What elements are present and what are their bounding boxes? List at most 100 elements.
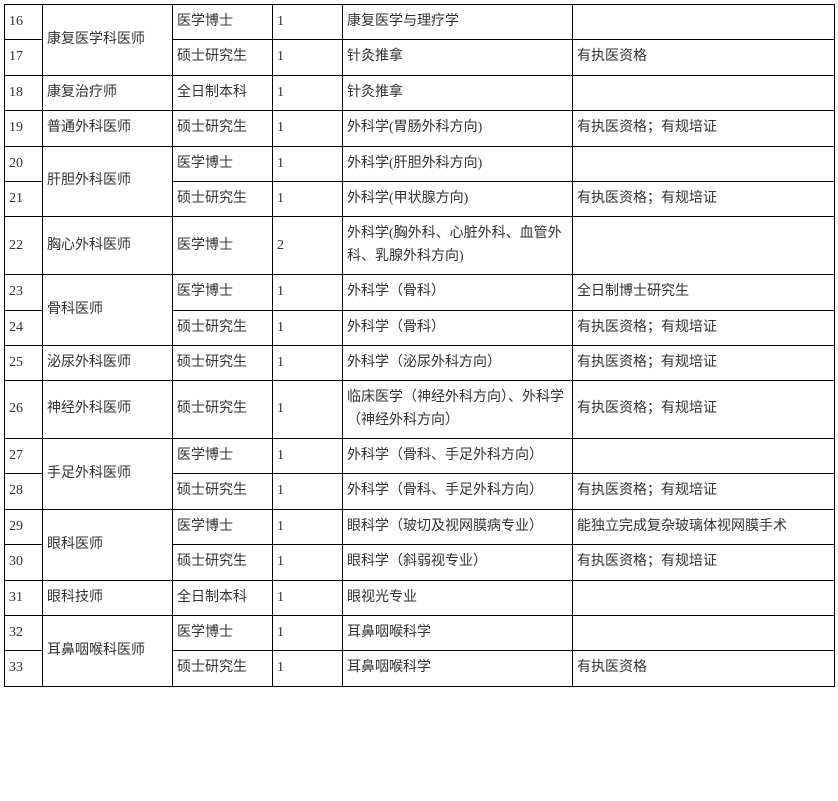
position-cell: 耳鼻咽喉科医师 xyxy=(43,616,173,687)
row-index: 18 xyxy=(5,75,43,110)
table-row: 19普通外科医师硕士研究生1外科学(胃肠外科方向)有执医资格；有规培证 xyxy=(5,111,835,146)
requirement-cell: 有执医资格；有规培证 xyxy=(573,474,835,509)
count-cell: 1 xyxy=(273,5,343,40)
position-cell: 眼科医师 xyxy=(43,509,173,580)
education-cell: 硕士研究生 xyxy=(173,474,273,509)
education-cell: 硕士研究生 xyxy=(173,310,273,345)
count-cell: 1 xyxy=(273,651,343,686)
row-index: 16 xyxy=(5,5,43,40)
row-index: 26 xyxy=(5,381,43,439)
table-row: 18康复治疗师全日制本科1针灸推拿 xyxy=(5,75,835,110)
table-row: 31眼科技师全日制本科1眼视光专业 xyxy=(5,580,835,615)
major-cell: 眼科学（玻切及视网膜病专业） xyxy=(343,509,573,544)
table-row: 32耳鼻咽喉科医师医学博士1耳鼻咽喉科学 xyxy=(5,616,835,651)
row-index: 27 xyxy=(5,439,43,474)
position-cell: 普通外科医师 xyxy=(43,111,173,146)
education-cell: 全日制本科 xyxy=(173,75,273,110)
position-cell: 康复医学科医师 xyxy=(43,5,173,76)
education-cell: 全日制本科 xyxy=(173,580,273,615)
position-cell: 泌尿外科医师 xyxy=(43,345,173,380)
table-row: 29眼科医师医学博士1眼科学（玻切及视网膜病专业）能独立完成复杂玻璃体视网膜手术 xyxy=(5,509,835,544)
row-index: 20 xyxy=(5,146,43,181)
position-cell: 骨科医师 xyxy=(43,275,173,346)
row-index: 31 xyxy=(5,580,43,615)
row-index: 32 xyxy=(5,616,43,651)
count-cell: 1 xyxy=(273,275,343,310)
count-cell: 1 xyxy=(273,474,343,509)
requirement-cell xyxy=(573,75,835,110)
position-cell: 肝胆外科医师 xyxy=(43,146,173,217)
requirement-cell xyxy=(573,439,835,474)
count-cell: 1 xyxy=(273,545,343,580)
major-cell: 耳鼻咽喉科学 xyxy=(343,616,573,651)
education-cell: 医学博士 xyxy=(173,616,273,651)
major-cell: 临床医学（神经外科方向）、外科学（神经外科方向） xyxy=(343,381,573,439)
count-cell: 1 xyxy=(273,439,343,474)
table-row: 25泌尿外科医师硕士研究生1外科学（泌尿外科方向）有执医资格；有规培证 xyxy=(5,345,835,380)
education-cell: 硕士研究生 xyxy=(173,651,273,686)
education-cell: 硕士研究生 xyxy=(173,345,273,380)
table-row: 20肝胆外科医师医学博士1外科学(肝胆外科方向) xyxy=(5,146,835,181)
row-index: 24 xyxy=(5,310,43,345)
education-cell: 硕士研究生 xyxy=(173,181,273,216)
row-index: 25 xyxy=(5,345,43,380)
table-row: 22胸心外科医师医学博士2外科学(胸外科、心脏外科、血管外科、乳腺外科方向) xyxy=(5,217,835,275)
position-cell: 神经外科医师 xyxy=(43,381,173,439)
position-cell: 康复治疗师 xyxy=(43,75,173,110)
row-index: 21 xyxy=(5,181,43,216)
major-cell: 眼视光专业 xyxy=(343,580,573,615)
major-cell: 外科学(胸外科、心脏外科、血管外科、乳腺外科方向) xyxy=(343,217,573,275)
major-cell: 耳鼻咽喉科学 xyxy=(343,651,573,686)
row-index: 28 xyxy=(5,474,43,509)
major-cell: 外科学（骨科） xyxy=(343,275,573,310)
major-cell: 外科学（骨科、手足外科方向） xyxy=(343,439,573,474)
count-cell: 1 xyxy=(273,509,343,544)
requirement-cell xyxy=(573,146,835,181)
major-cell: 外科学(肝胆外科方向) xyxy=(343,146,573,181)
row-index: 33 xyxy=(5,651,43,686)
row-index: 17 xyxy=(5,40,43,75)
requirement-cell: 有执医资格；有规培证 xyxy=(573,545,835,580)
requirement-cell: 有执医资格 xyxy=(573,651,835,686)
education-cell: 医学博士 xyxy=(173,5,273,40)
count-cell: 1 xyxy=(273,616,343,651)
table-row: 27手足外科医师医学博士1外科学（骨科、手足外科方向） xyxy=(5,439,835,474)
requirement-cell xyxy=(573,5,835,40)
count-cell: 1 xyxy=(273,75,343,110)
requirement-cell: 能独立完成复杂玻璃体视网膜手术 xyxy=(573,509,835,544)
major-cell: 外科学（骨科） xyxy=(343,310,573,345)
major-cell: 外科学(甲状腺方向) xyxy=(343,181,573,216)
position-cell: 手足外科医师 xyxy=(43,439,173,510)
major-cell: 针灸推拿 xyxy=(343,40,573,75)
requirement-cell xyxy=(573,580,835,615)
row-index: 19 xyxy=(5,111,43,146)
major-cell: 康复医学与理疗学 xyxy=(343,5,573,40)
row-index: 30 xyxy=(5,545,43,580)
education-cell: 医学博士 xyxy=(173,439,273,474)
requirement-cell: 有执医资格；有规培证 xyxy=(573,310,835,345)
row-index: 22 xyxy=(5,217,43,275)
count-cell: 1 xyxy=(273,181,343,216)
requirement-cell: 全日制博士研究生 xyxy=(573,275,835,310)
row-index: 29 xyxy=(5,509,43,544)
requirement-cell: 有执医资格；有规培证 xyxy=(573,381,835,439)
education-cell: 医学博士 xyxy=(173,509,273,544)
education-cell: 硕士研究生 xyxy=(173,381,273,439)
education-cell: 医学博士 xyxy=(173,217,273,275)
major-cell: 外科学(胃肠外科方向) xyxy=(343,111,573,146)
requirement-cell: 有执医资格；有规培证 xyxy=(573,111,835,146)
major-cell: 针灸推拿 xyxy=(343,75,573,110)
table-row: 23骨科医师医学博士1外科学（骨科）全日制博士研究生 xyxy=(5,275,835,310)
major-cell: 眼科学（斜弱视专业） xyxy=(343,545,573,580)
position-cell: 胸心外科医师 xyxy=(43,217,173,275)
education-cell: 医学博士 xyxy=(173,146,273,181)
education-cell: 硕士研究生 xyxy=(173,545,273,580)
count-cell: 2 xyxy=(273,217,343,275)
count-cell: 1 xyxy=(273,111,343,146)
table-row: 16康复医学科医师医学博士1康复医学与理疗学 xyxy=(5,5,835,40)
requirement-cell: 有执医资格 xyxy=(573,40,835,75)
recruitment-table: 16康复医学科医师医学博士1康复医学与理疗学17硕士研究生1针灸推拿有执医资格1… xyxy=(4,4,835,687)
count-cell: 1 xyxy=(273,580,343,615)
requirement-cell xyxy=(573,217,835,275)
education-cell: 硕士研究生 xyxy=(173,40,273,75)
